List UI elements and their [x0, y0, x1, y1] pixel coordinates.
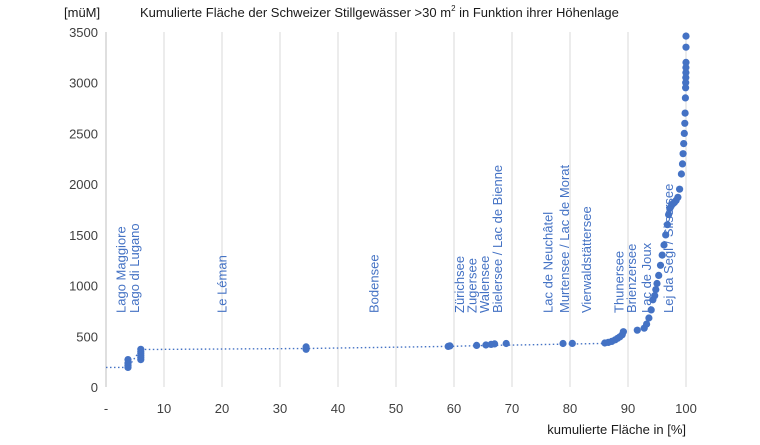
data-point: [559, 339, 567, 348]
data-point: [633, 326, 641, 334]
data-point: [656, 261, 665, 269]
trendline: [106, 342, 605, 369]
data-point: [682, 79, 690, 87]
data-point: [676, 185, 684, 193]
data-point: [302, 343, 310, 351]
x-tick-label: 90: [621, 401, 635, 416]
x-tick-label: 10: [157, 401, 171, 416]
lake-label: Bielersee / Lac de Bienne: [490, 165, 505, 313]
data-point: [682, 43, 690, 51]
x-axis-label: kumulierte Fläche in [%]: [547, 422, 686, 437]
chart-title-superscript: 2: [451, 4, 456, 13]
lake-label: Bodensee: [367, 254, 382, 313]
data-point: [645, 314, 653, 322]
data-point: [677, 170, 686, 178]
x-tick-label: 30: [273, 401, 287, 416]
data-point: [681, 94, 690, 102]
lake-label: Thunersee: [611, 251, 626, 313]
gridlines: [163, 32, 687, 387]
lake-label: Brienzersee: [624, 244, 639, 313]
data-point: [678, 160, 687, 168]
x-tick-label: 100: [675, 401, 697, 416]
data-point: [568, 339, 576, 347]
y-tick-label: 3000: [69, 76, 98, 91]
data-point: [446, 342, 454, 350]
data-point: [643, 320, 651, 328]
data-point: [674, 193, 682, 201]
data-point: [679, 150, 687, 158]
lake-label: Le Léman: [215, 255, 230, 313]
chart-title-main: Kumulierte Fläche der Schweizer Stillgew…: [140, 5, 451, 20]
data-point: [682, 32, 690, 40]
x-tick-label: 80: [563, 401, 577, 416]
data-point: [482, 341, 490, 349]
y-tick-label: 2500: [69, 126, 98, 141]
lake-label: Vierwaldstättersee: [579, 206, 594, 313]
data-point: [680, 140, 688, 148]
lake-label: Walensee: [477, 256, 492, 313]
lake-label: Lac de Joux: [639, 242, 654, 313]
data-point: [682, 58, 690, 66]
data-point: [682, 69, 690, 77]
data-point: [652, 286, 660, 294]
y-tick-label: 0: [91, 380, 98, 395]
chart-title-suffix: in Funktion ihrer Höhenlage: [456, 5, 619, 20]
trendline-path: [106, 342, 605, 369]
data-point: [653, 279, 661, 288]
y-tick-label: 2000: [69, 177, 98, 192]
data-point: [662, 231, 670, 239]
data-points: [124, 32, 690, 371]
x-tick-label: 40: [331, 401, 345, 416]
lake-label: Murtensee / Lac de Morat: [557, 164, 572, 313]
data-point: [680, 129, 688, 137]
x-tick-label: 70: [505, 401, 519, 416]
data-point: [665, 211, 673, 219]
data-point: [137, 345, 145, 353]
data-point: [124, 356, 132, 364]
y-tick-label: 1000: [69, 279, 98, 294]
lake-label: Lac de Neuchâtel: [541, 212, 556, 313]
chart-title: Kumulierte Fläche der Schweizer Stillgew…: [140, 4, 619, 20]
data-point: [681, 109, 689, 117]
data-point: [491, 340, 499, 348]
data-point: [658, 251, 666, 259]
axes: -10 20 30 40 50 60 70 80 90 100050010001500200025…: [69, 25, 697, 416]
lake-label: Zugersee: [465, 258, 480, 313]
x-tick-label: 60: [447, 401, 461, 416]
data-point: [619, 328, 628, 336]
data-point: [660, 241, 668, 249]
lake-label: Lago Maggiore: [114, 226, 129, 313]
y-tick-label: 500: [76, 329, 98, 344]
y-tick-label: 1500: [69, 228, 98, 243]
lake-label: Lago di Lugano: [127, 223, 142, 313]
y-tick-label: 3500: [69, 25, 98, 40]
data-point: [682, 74, 690, 82]
data-point: [651, 292, 659, 300]
x-tick-label: -: [104, 401, 108, 416]
y-axis-label: [müM]: [64, 5, 100, 20]
lake-label: Zürichsee: [452, 256, 467, 313]
data-point: [682, 63, 690, 72]
data-point: [681, 119, 689, 127]
lake-label: Lej da Segl / Silsersee: [661, 184, 676, 313]
data-point: [502, 339, 510, 348]
data-point: [682, 84, 690, 92]
x-tick-label: 20: [215, 401, 229, 416]
data-point: [647, 306, 655, 314]
data-point: [655, 271, 663, 279]
x-tick-label: 50: [389, 401, 403, 416]
data-point: [663, 221, 672, 229]
data-point: [473, 341, 481, 349]
